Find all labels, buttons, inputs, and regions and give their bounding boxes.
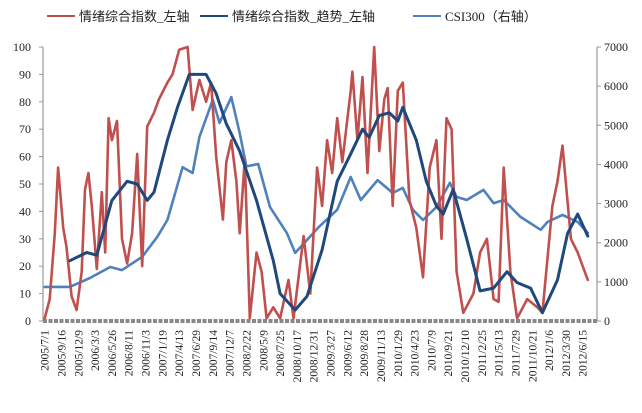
x-tick-label: 2010/4/23 <box>410 330 422 377</box>
legend: 情绪综合指数_左轴 情绪综合指数_趋势_左轴 CSI300（右轴） <box>47 9 537 24</box>
left-tick-label: 80 <box>19 95 31 109</box>
series-line-2 <box>43 95 590 289</box>
right-tick-label: 2000 <box>604 236 628 250</box>
x-tick-label: 2006/5/26 <box>107 330 119 377</box>
x-tick-label: 2008/10/17 <box>292 330 304 383</box>
x-tick-label: 2005/9/16 <box>56 330 68 377</box>
left-tick-label: 20 <box>19 259 31 273</box>
left-tick-label: 0 <box>25 314 31 328</box>
left-tick-label: 30 <box>19 232 31 246</box>
legend-label-2: CSI300（右轴） <box>445 9 537 24</box>
x-tick-label: 2006/3/3 <box>90 330 102 371</box>
left-tick-label: 40 <box>19 204 31 218</box>
x-tick-label: 2009/3/27 <box>326 330 338 377</box>
x-tick-label: 2008/5/9 <box>258 330 270 371</box>
left-tick-label: 60 <box>19 150 31 164</box>
series-line-1 <box>68 72 590 315</box>
left-tick-label: 50 <box>19 177 31 191</box>
series-line-0 <box>43 45 590 320</box>
x-tick-label: 2010/12/10 <box>460 330 472 383</box>
x-tick-label: 2006/11/3 <box>141 330 153 376</box>
left-tick-label: 70 <box>19 122 31 136</box>
right-tick-label: 0 <box>604 314 610 328</box>
x-tick-label: 2011/2/25 <box>477 330 489 376</box>
right-tick-label: 1000 <box>604 275 628 289</box>
legend-label-1: 情绪综合指数_趋势_左轴 <box>232 9 375 24</box>
x-tick-label: 2010/9/21 <box>443 330 455 377</box>
x-tick-label: 2007/9/14 <box>208 330 220 377</box>
x-tick-label: 2005/12/9 <box>73 330 85 377</box>
x-tick-label: 2007/1/19 <box>157 330 169 377</box>
right-tick-label: 5000 <box>604 118 628 132</box>
x-tick-label: 2007/12/7 <box>225 330 237 377</box>
right-tick-label: 3000 <box>604 197 628 211</box>
x-tick-label: 2011/5/13 <box>494 330 506 376</box>
x-tick-label: 2011/7/29 <box>510 330 522 376</box>
x-tick-label: 2008/12/31 <box>309 330 321 383</box>
x-tick-label: 2012/3/30 <box>561 330 573 377</box>
legend-label-0: 情绪综合指数_左轴 <box>79 9 190 24</box>
x-tick-label: 2009/6/12 <box>342 330 354 377</box>
x-tick-label: 2009/8/28 <box>359 330 371 377</box>
x-tick-label: 2011/10/21 <box>527 330 539 382</box>
x-tick-label: 2008/7/25 <box>275 330 287 377</box>
x-tick-label: 2005/7/1 <box>40 330 52 371</box>
axes: 0102030405060708090100010002000300040005… <box>13 40 628 382</box>
left-tick-label: 10 <box>19 287 31 301</box>
x-tick-label: 2012/6/15 <box>578 330 590 377</box>
right-tick-label: 4000 <box>604 157 628 171</box>
x-tick-label: 2007/4/13 <box>174 330 186 377</box>
right-tick-label: 6000 <box>604 79 628 93</box>
right-tick-label: 7000 <box>604 40 628 54</box>
x-tick-label: 2007/6/29 <box>191 330 203 377</box>
x-tick-label: 2009/11/13 <box>376 330 388 382</box>
left-tick-label: 100 <box>13 40 31 54</box>
x-tick-label: 2006/8/11 <box>124 330 136 376</box>
x-tick-label: 2008/2/22 <box>241 330 253 377</box>
left-tick-label: 90 <box>19 67 31 81</box>
x-tick-label: 2010/1/29 <box>393 330 405 377</box>
x-tick-label: 2012/1/6 <box>544 330 556 371</box>
series-lines <box>43 45 590 320</box>
x-tick-label: 2010/7/9 <box>426 330 438 371</box>
